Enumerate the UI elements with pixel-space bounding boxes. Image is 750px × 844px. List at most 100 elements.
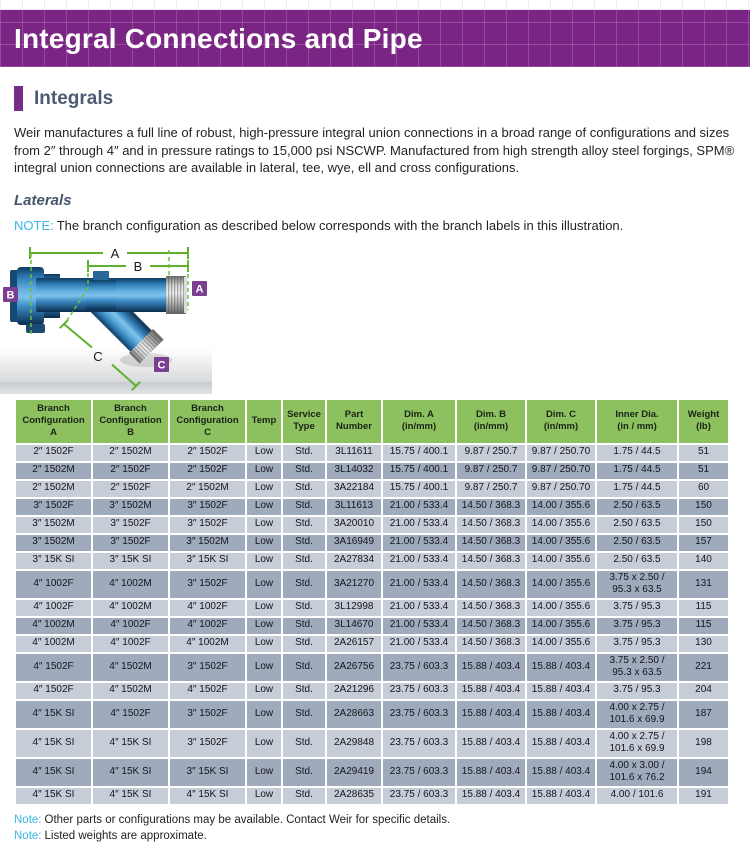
table-cell: Low xyxy=(247,729,281,757)
table-cell: Low xyxy=(247,787,281,804)
column-header: Branch Configuration B xyxy=(93,399,168,443)
note-label: NOTE: xyxy=(14,217,54,233)
table-cell: 2A28635 xyxy=(327,787,381,804)
table-cell: 1.75 / 44.5 xyxy=(597,444,677,461)
table-cell: 21.00 / 533.4 xyxy=(383,570,455,598)
table-cell: 14.50 / 368.3 xyxy=(457,552,525,569)
table-cell: 14.00 / 355.6 xyxy=(527,570,595,598)
table-cell: 21.00 / 533.4 xyxy=(383,617,455,634)
table-cell: 4″ 1002M xyxy=(93,599,168,616)
table-cell: 3″ 1502F xyxy=(16,498,91,515)
table-cell: 23.75 / 603.3 xyxy=(383,787,455,804)
table-cell: 4″ 1502M xyxy=(93,653,168,681)
union-lug xyxy=(26,323,45,333)
table-cell: 4.00 / 101.6 xyxy=(597,787,677,804)
table-cell: 4″ 1002F xyxy=(93,617,168,634)
page-title: Integral Connections and Pipe xyxy=(14,22,423,54)
table-cell: 3″ 1502F xyxy=(93,516,168,533)
table-cell: 23.75 / 603.3 xyxy=(383,682,455,699)
table-cell: 2″ 1502F xyxy=(16,444,91,461)
table-cell: 21.00 / 533.4 xyxy=(383,599,455,616)
dim-c-label: C xyxy=(93,349,102,364)
table-cell: 221 xyxy=(679,653,728,681)
table-cell: 3L12998 xyxy=(327,599,381,616)
table-cell: 2.50 / 63.5 xyxy=(597,552,677,569)
table-cell: 23.75 / 603.3 xyxy=(383,758,455,786)
table-row: 4″ 1002F 4″ 1002M 3″ 1502F Low Std. 3A21270 21… xyxy=(16,570,728,598)
table-row: 3″ 1502M 3″ 1502F 3″ 1502M Low Std. 3A16949 21… xyxy=(16,534,728,551)
table-cell: Low xyxy=(247,480,281,497)
table-cell: Low xyxy=(247,758,281,786)
table-cell: Low xyxy=(247,635,281,652)
port-labels: B A C xyxy=(3,280,207,372)
table-cell: Low xyxy=(247,682,281,699)
table-cell: 15.88 / 403.4 xyxy=(457,653,525,681)
table-cell: 60 xyxy=(679,480,728,497)
table-cell: 15.88 / 403.4 xyxy=(457,729,525,757)
table-cell: Low xyxy=(247,599,281,616)
table-cell: 2A28663 xyxy=(327,700,381,728)
table-cell: Std. xyxy=(283,480,325,497)
table-cell: 4″ 15K SI xyxy=(16,729,91,757)
table-cell: 2A26756 xyxy=(327,653,381,681)
table-cell: Low xyxy=(247,498,281,515)
table-cell: Low xyxy=(247,570,281,598)
dimension-letters: A B C xyxy=(93,246,142,364)
table-cell: 14.50 / 368.3 xyxy=(457,570,525,598)
table-cell: 3.75 x 2.50 / 95.3 x 63.5 xyxy=(597,570,677,598)
table-cell: 14.00 / 355.6 xyxy=(527,552,595,569)
table-cell: Std. xyxy=(283,653,325,681)
table-cell: 131 xyxy=(679,570,728,598)
heading-accent-bar xyxy=(14,86,23,111)
table-cell: Low xyxy=(247,462,281,479)
table-cell: 3″ 1502M xyxy=(16,516,91,533)
table-cell: 21.00 / 533.4 xyxy=(383,635,455,652)
table-cell: 3L11611 xyxy=(327,444,381,461)
table-cell: 3″ 1502M xyxy=(16,534,91,551)
laterals-heading: Laterals xyxy=(14,191,72,209)
table-cell: 4″ 15K SI xyxy=(93,758,168,786)
table-cell: 4″ 15K SI xyxy=(16,700,91,728)
table-cell: 21.00 / 533.4 xyxy=(383,534,455,551)
table-cell: 3.75 x 2.50 / 95.3 x 63.5 xyxy=(597,653,677,681)
footnotes: Note: Other parts or configurations may b… xyxy=(14,812,750,844)
column-header: Inner Dia. (in / mm) xyxy=(597,399,677,443)
column-header: Dim. C (in/mm) xyxy=(527,399,595,443)
table-cell: 14.00 / 355.6 xyxy=(527,498,595,515)
laterals-spec-table: Branch Configuration A Branch Configurati… xyxy=(14,397,730,806)
port-b-label: B xyxy=(7,289,15,301)
port-a-label: A xyxy=(196,283,204,295)
table-cell: 14.00 / 355.6 xyxy=(527,635,595,652)
table-cell: 15.88 / 403.4 xyxy=(527,729,595,757)
table-cell: Std. xyxy=(283,617,325,634)
table-cell: 4.00 x 2.75 / 101.6 x 69.9 xyxy=(597,729,677,757)
table-cell: 4″ 1502M xyxy=(93,682,168,699)
table-cell: 15.88 / 403.4 xyxy=(527,787,595,804)
pipe-boss xyxy=(93,270,109,280)
table-cell: Std. xyxy=(283,758,325,786)
table-cell: 198 xyxy=(679,729,728,757)
table-row: 4″ 1002M 4″ 1002F 4″ 1002M Low Std. 2A26157 21… xyxy=(16,635,728,652)
table-cell: 4″ 15K SI xyxy=(170,787,245,804)
table-cell: 2″ 1502M xyxy=(16,462,91,479)
table-cell: 14.00 / 355.6 xyxy=(527,617,595,634)
table-cell: 115 xyxy=(679,599,728,616)
column-header: Service Type xyxy=(283,399,325,443)
table-cell: 191 xyxy=(679,787,728,804)
table-cell: 4″ 1002F xyxy=(93,635,168,652)
table-cell: 4″ 1002M xyxy=(93,570,168,598)
table-cell: 3″ 1502M xyxy=(93,498,168,515)
column-header: Temp xyxy=(247,399,281,443)
table-cell: 15.88 / 403.4 xyxy=(527,700,595,728)
table-row: 4″ 15K SI 4″ 15K SI 4″ 15K SI Low Std. 2A2863… xyxy=(16,787,728,804)
table-cell: Std. xyxy=(283,700,325,728)
table-cell: Low xyxy=(247,534,281,551)
table-cell: 2.50 / 63.5 xyxy=(597,516,677,533)
table-cell: Std. xyxy=(283,570,325,598)
table-cell: 3″ 1502F xyxy=(170,729,245,757)
table-row: 2″ 1502M 2″ 1502F 2″ 1502F Low Std. 3L14032 15… xyxy=(16,462,728,479)
table-cell: 1.75 / 44.5 xyxy=(597,462,677,479)
table-cell: 2″ 1502M xyxy=(170,480,245,497)
table-cell: 4″ 15K SI xyxy=(16,758,91,786)
table-cell: 3″ 1502M xyxy=(170,534,245,551)
